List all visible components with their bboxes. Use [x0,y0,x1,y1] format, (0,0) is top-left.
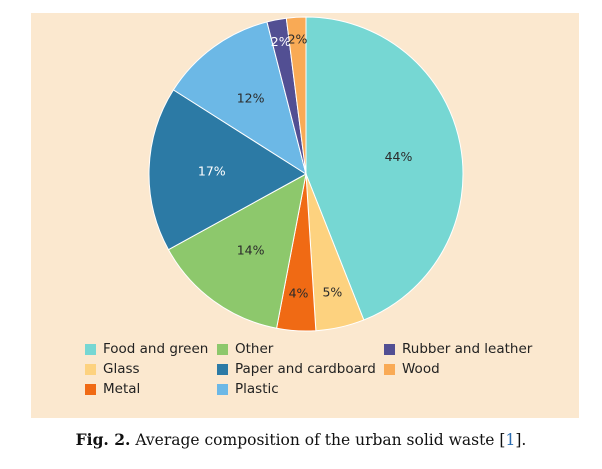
figure-panel: 44% 5% 4% 14% 17% 12% 2% 2% Food and green Other… [31,13,579,418]
pie-slice-wood [285,16,307,175]
slice-label-plastic: 12% [237,90,265,105]
slice-label-food-and-green: 44% [385,149,413,164]
legend-label: Paper and cardboard [235,361,376,377]
legend-label: Plastic [235,381,279,397]
legend-swatch [85,363,96,375]
legend-label: Metal [103,381,141,397]
slice-label-wood: 2% [288,32,308,47]
pie-slice-food-and-green [305,16,464,321]
legend-swatch [384,343,395,355]
pie-slice-paper-and-cardboard [148,89,307,251]
legend-item-metal: Metal [85,380,140,398]
legend-item-rubber-and-leather: Rubber and leather [384,340,532,358]
legend-label: Food and green [103,341,209,357]
caption-reference-link[interactable]: 1 [505,431,516,449]
figure-caption: Fig. 2. Average composition of the urban… [0,430,602,449]
slice-label-metal: 4% [289,286,309,301]
slice-label-rubber-and-leather: 2% [271,34,291,49]
caption-end: ]. [515,431,527,449]
legend-swatch [217,363,228,375]
legend-item-paper-and-cardboard: Paper and cardboard [217,360,376,378]
legend-swatch [85,383,96,395]
legend-item-wood: Wood [384,360,440,378]
caption-figure-label: Fig. 2. [75,430,131,449]
legend-item-food-and-green: Food and green [85,340,208,358]
legend-item-plastic: Plastic [217,380,279,398]
legend-swatch [217,343,228,355]
legend-label: Other [235,341,274,357]
legend-label: Glass [103,361,140,377]
caption-text: Average composition of the urban solid w… [130,431,506,449]
slice-label-other: 14% [237,243,265,258]
legend-item-other: Other [217,340,273,358]
pie-slice-other [167,173,307,329]
legend-item-glass: Glass [85,360,140,378]
slice-label-paper-and-cardboard: 17% [198,164,226,179]
legend-label: Wood [402,361,440,377]
pie-chart: 44% 5% 4% 14% 17% 12% 2%2% [148,16,464,332]
legend-swatch [384,363,395,375]
legend-label: Rubber and leather [402,341,533,357]
slice-label-glass: 5% [322,285,342,300]
legend-swatch [217,383,228,395]
pie-slice-plastic [172,21,307,176]
legend-swatch [85,343,96,355]
